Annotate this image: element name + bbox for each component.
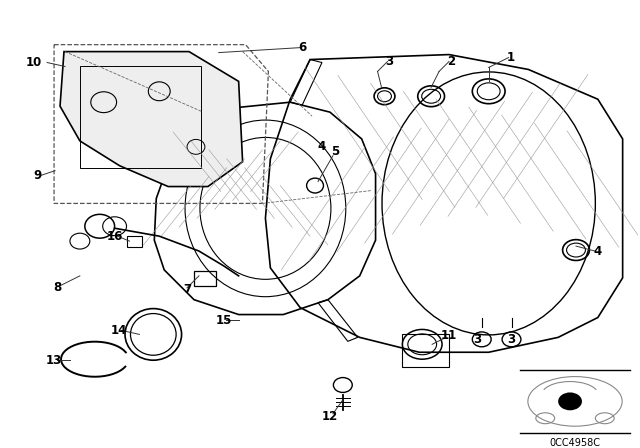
Text: 13: 13 [46, 354, 62, 367]
Text: 16: 16 [106, 230, 123, 243]
Text: 4: 4 [594, 245, 602, 258]
Ellipse shape [558, 392, 582, 410]
Text: 6: 6 [298, 41, 307, 54]
Text: 1: 1 [506, 51, 515, 64]
Text: 8: 8 [53, 281, 61, 294]
Text: 4: 4 [318, 140, 326, 153]
Bar [194, 271, 216, 286]
Text: 7: 7 [183, 283, 191, 296]
Text: 15: 15 [216, 314, 232, 327]
Text: 5: 5 [331, 145, 339, 158]
Text: 2: 2 [447, 55, 455, 68]
Text: 9: 9 [33, 169, 42, 182]
Text: 3: 3 [473, 333, 481, 346]
Text: 3: 3 [508, 333, 516, 346]
Bar [127, 236, 142, 247]
Text: 3: 3 [385, 55, 394, 68]
Bar [403, 334, 449, 367]
Text: 0CC4958C: 0CC4958C [550, 438, 600, 448]
Polygon shape [60, 52, 243, 186]
Bar [80, 66, 201, 168]
Text: 10: 10 [26, 56, 42, 69]
Text: 12: 12 [322, 410, 338, 423]
Text: 11: 11 [441, 329, 457, 342]
Text: 14: 14 [110, 324, 127, 337]
